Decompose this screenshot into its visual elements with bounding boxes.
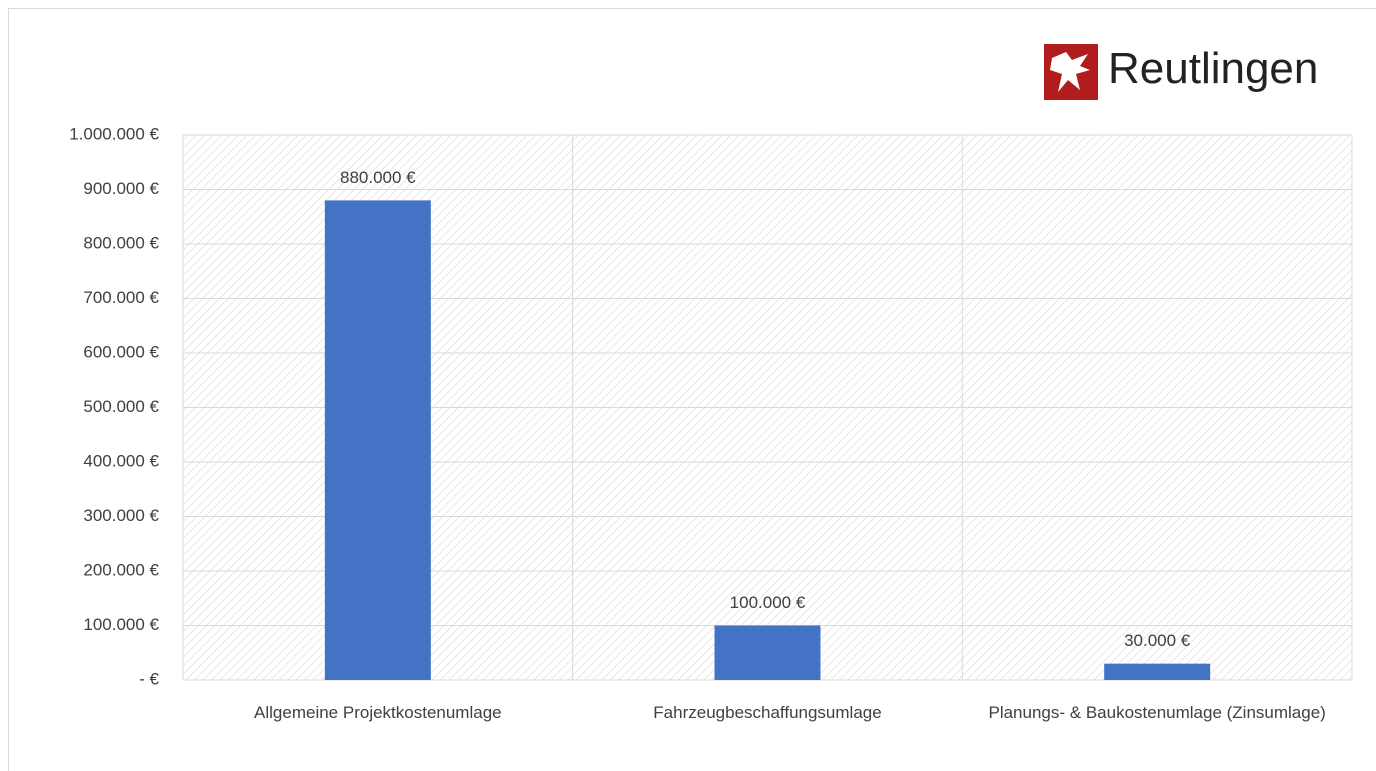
chart-border bbox=[8, 8, 1376, 771]
logo-icon bbox=[1044, 44, 1098, 100]
bar bbox=[324, 200, 431, 680]
data-label: 30.000 € bbox=[1124, 631, 1191, 650]
data-label: 880.000 € bbox=[340, 168, 416, 187]
data-label: 100.000 € bbox=[730, 593, 806, 612]
y-tick-label: 100.000 € bbox=[83, 615, 159, 634]
x-tick-label: Fahrzeugbeschaffungsumlage bbox=[653, 703, 882, 722]
y-tick-label: 900.000 € bbox=[83, 179, 159, 198]
y-tick-label: 800.000 € bbox=[83, 233, 159, 252]
y-tick-label: 500.000 € bbox=[83, 397, 159, 416]
bar bbox=[714, 625, 821, 680]
y-tick-label: 600.000 € bbox=[83, 342, 159, 361]
y-tick-label: 1.000.000 € bbox=[69, 124, 159, 143]
x-tick-label: Planungs- & Baukostenumlage (Zinsumlage) bbox=[988, 703, 1326, 722]
y-tick-label: 700.000 € bbox=[83, 288, 159, 307]
y-tick-label: - € bbox=[139, 669, 159, 688]
y-tick-label: 400.000 € bbox=[83, 451, 159, 470]
y-tick-label: 200.000 € bbox=[83, 560, 159, 579]
logo-text: Reutlingen bbox=[1108, 44, 1319, 93]
x-tick-label: Allgemeine Projektkostenumlage bbox=[254, 703, 502, 722]
bar bbox=[1104, 663, 1211, 680]
y-tick-label: 300.000 € bbox=[83, 506, 159, 525]
